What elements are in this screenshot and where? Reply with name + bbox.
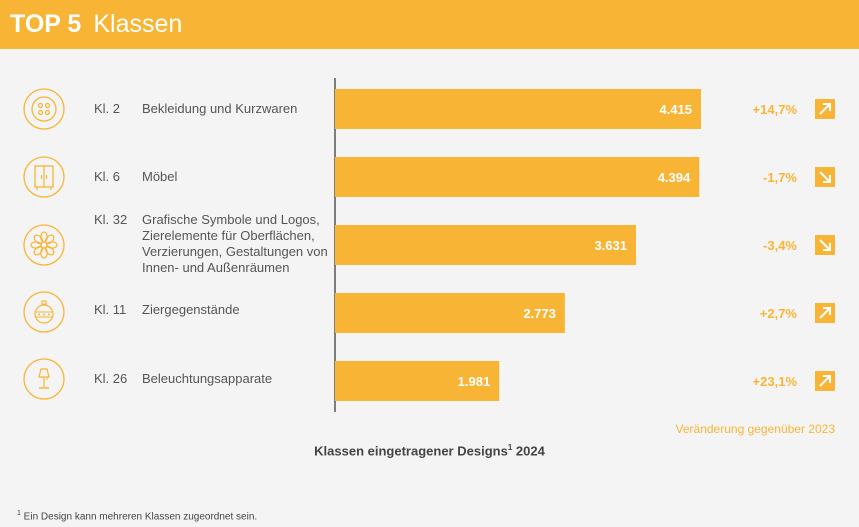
class-name: Beleuchtungsapparate — [142, 371, 273, 386]
bauble-icon — [23, 291, 65, 333]
change-label: +2,7% — [760, 306, 798, 321]
class-label: Kl. 26 — [94, 371, 128, 386]
class-label: Kl. 32 — [94, 212, 128, 227]
bar — [335, 89, 701, 129]
bar — [335, 225, 637, 265]
arrow-down-right-icon — [815, 235, 835, 255]
flower-ornament-icon — [23, 224, 65, 266]
header-title: Klassen — [93, 10, 183, 38]
class-label: Kl. 11 — [94, 302, 127, 317]
class-label: Kl. 6 — [94, 169, 121, 184]
bar-value-label: 3.631 — [594, 238, 627, 253]
header-top: TOP 5 — [10, 10, 82, 38]
bar — [335, 157, 700, 197]
button-icon — [23, 88, 65, 130]
bar-value-label: 4.394 — [658, 170, 691, 185]
header-banner: TOP 5 Klassen — [0, 0, 859, 49]
footnote: 1 Ein Design kann mehreren Klassen zugeo… — [17, 510, 257, 522]
class-name: Grafische Symbole und Logos, Zierelement… — [142, 212, 328, 275]
footnote-sup: 1 — [17, 510, 21, 517]
class-label: Kl. 2 — [94, 101, 121, 116]
class-name: Bekleidung und Kurzwaren — [142, 101, 298, 116]
change-note: Veränderung gegenüber 2023 — [675, 422, 835, 436]
chart-caption: Klassen eingetragener Designs1 2024 — [0, 443, 859, 458]
arrow-up-right-icon — [815, 303, 835, 323]
change-label: +14,7% — [753, 102, 798, 117]
lamp-icon — [23, 358, 65, 400]
caption-text: Klassen eingetragener Designs — [314, 443, 508, 459]
bar — [335, 293, 565, 333]
caption-sup: 1 — [507, 443, 513, 452]
bar-value-label: 2.773 — [523, 306, 556, 321]
class-name: Ziergegenstände — [142, 302, 240, 317]
bar — [335, 361, 500, 401]
arrow-up-right-icon — [815, 371, 835, 391]
caption-year: 2024 — [512, 443, 545, 459]
footnote-text: Ein Design kann mehreren Klassen zugeord… — [20, 511, 258, 523]
change-label: -3,4% — [763, 238, 797, 253]
bar-value-label: 1.981 — [458, 374, 491, 389]
change-label: +23,1% — [753, 374, 798, 389]
bar-value-label: 4.415 — [659, 102, 692, 117]
change-label: -1,7% — [763, 170, 797, 185]
cabinet-icon — [23, 156, 65, 198]
arrow-up-right-icon — [815, 99, 835, 119]
arrow-down-right-icon — [815, 167, 835, 187]
class-name: Möbel — [142, 169, 178, 184]
